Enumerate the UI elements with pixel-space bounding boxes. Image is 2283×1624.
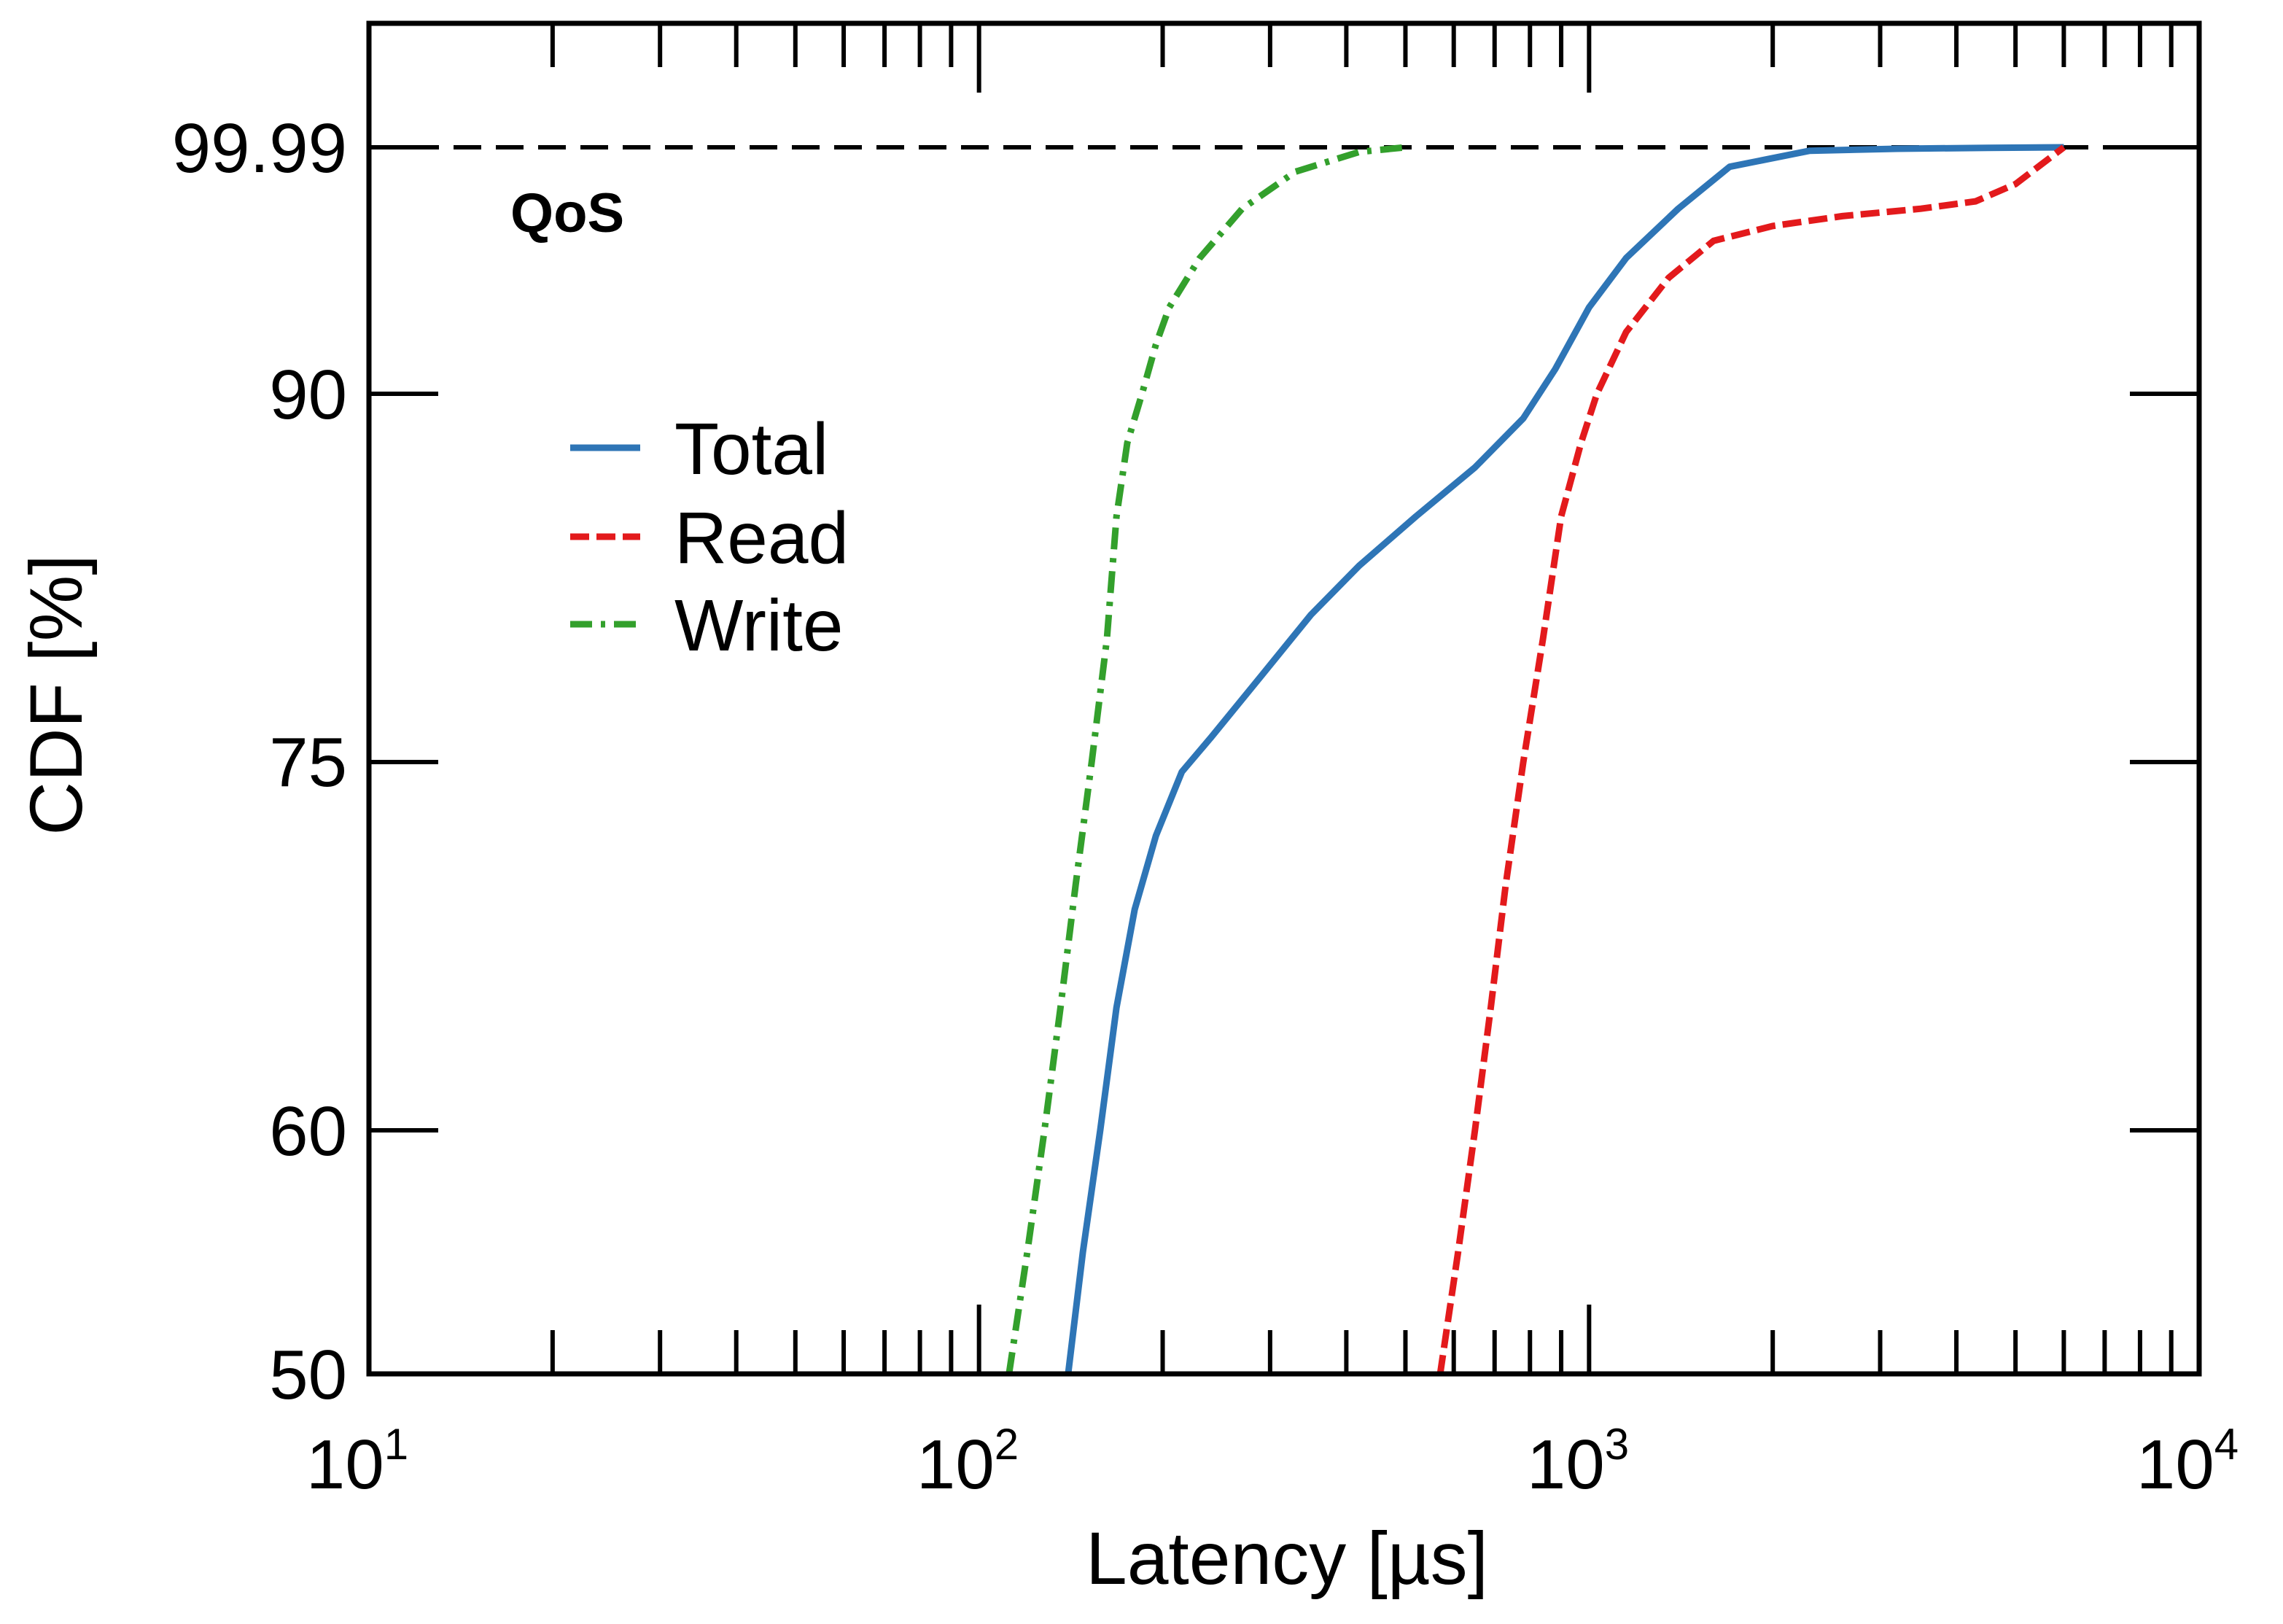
qos-annotation: QoS — [510, 182, 624, 244]
y-ticks — [369, 145, 2199, 1376]
x-tick-label-10-2: 102 — [917, 1420, 1019, 1504]
legend-label-write: Write — [674, 585, 844, 667]
legend: Total Read Write — [570, 408, 849, 667]
y-tick-label-99-99: 99.99 — [172, 109, 347, 187]
series-line-read — [1436, 144, 2066, 1374]
plot-frame — [366, 20, 2202, 1377]
x-tick-label-10-3: 103 — [1527, 1420, 1629, 1504]
y-tick-label-90: 90 — [269, 356, 347, 434]
y-tick-label-50: 50 — [269, 1336, 347, 1414]
y-axis-title: CDF [%] — [15, 554, 98, 835]
minor-ticks — [550, 23, 2174, 1374]
x-axis-title: Latency [µs] — [1086, 1517, 1488, 1600]
y-tick-label-60: 60 — [269, 1092, 347, 1170]
series-layer — [1006, 144, 2066, 1374]
series-line-write — [1006, 144, 1406, 1374]
series-line-total — [1065, 144, 2064, 1374]
x-major-ticks — [367, 23, 2201, 1374]
y-tick-labels: 50 60 75 90 99.99 — [172, 109, 347, 1414]
x-tick-label-10-4: 104 — [2136, 1420, 2239, 1504]
x-tick-labels: 101 102 103 104 — [306, 1420, 2239, 1504]
y-tick-label-75: 75 — [269, 723, 347, 801]
x-tick-label-10-1: 101 — [306, 1420, 408, 1504]
legend-label-read: Read — [674, 497, 849, 579]
legend-label-total: Total — [674, 408, 828, 490]
